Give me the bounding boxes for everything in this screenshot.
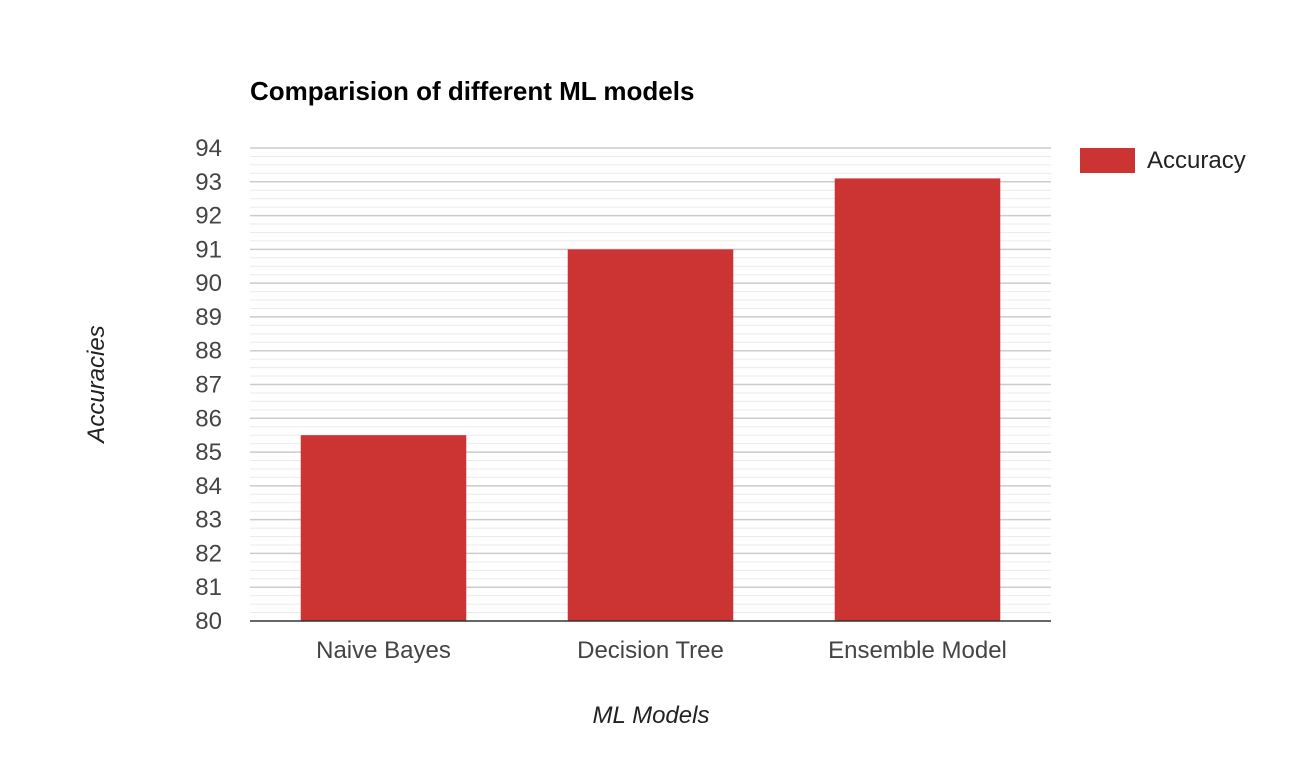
bar [300, 435, 467, 621]
y-tick-label: 84 [195, 473, 222, 500]
y-tick-label: 83 [195, 507, 222, 534]
y-axis-label: Accuracies [83, 325, 110, 444]
legend-label: Accuracy [1147, 147, 1246, 174]
y-tick-label: 94 [195, 135, 222, 162]
y-tick-label: 88 [195, 338, 222, 365]
y-tick-label: 92 [195, 203, 222, 230]
legend: Accuracy [1080, 147, 1246, 174]
chart-title: Comparision of different ML models [250, 76, 694, 106]
x-tick-label: Decision Tree [577, 637, 724, 664]
bar [567, 249, 734, 621]
x-tick-label: Ensemble Model [828, 637, 1007, 664]
bar [834, 178, 1001, 621]
x-tick-labels: Naive Bayes Decision Tree Ensemble Model [316, 637, 1007, 664]
y-tick-labels: 80 81 82 83 84 85 86 87 88 89 90 91 92 93 94 [195, 135, 222, 635]
x-axis-label: ML Models [593, 702, 710, 729]
x-tick-label: Naive Bayes [316, 637, 451, 664]
y-tick-label: 82 [195, 540, 222, 567]
y-tick-label: 85 [195, 439, 222, 466]
y-tick-label: 87 [195, 372, 222, 399]
y-tick-label: 91 [195, 236, 222, 263]
y-tick-label: 89 [195, 304, 222, 331]
y-tick-label: 86 [195, 405, 222, 432]
y-tick-label: 81 [195, 574, 222, 601]
y-tick-label: 90 [195, 270, 222, 297]
y-tick-label: 93 [195, 169, 222, 196]
y-tick-label: 80 [195, 608, 222, 635]
legend-swatch [1080, 148, 1135, 173]
bars [300, 178, 1001, 621]
